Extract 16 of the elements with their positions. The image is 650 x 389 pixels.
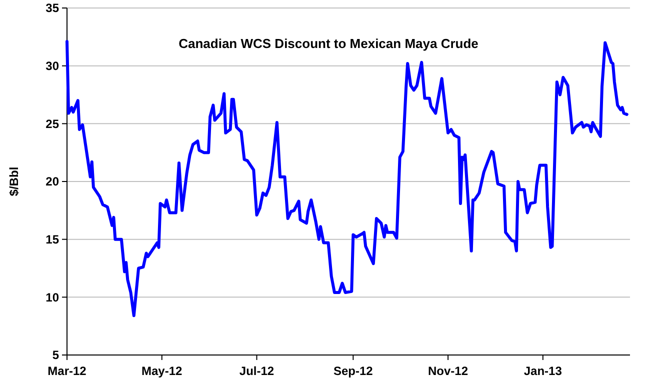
y-tick-label: 10	[46, 290, 60, 304]
x-tick-label: Nov-12	[428, 364, 468, 378]
y-tick-label: 15	[46, 232, 60, 247]
line-series	[66, 40, 628, 318]
y-tick-label: 30	[46, 59, 60, 74]
x-tick-label: Sep-12	[333, 364, 374, 378]
x-tick-label: May-12	[142, 364, 183, 378]
y-tick-label: 20	[46, 174, 60, 189]
x-tick-label: Jul-12	[239, 364, 274, 378]
y-tick-label: 35	[46, 1, 60, 16]
text: Canadian WCS Discount to Mexican Maya Crude	[178, 36, 478, 51]
x-tick-label: Mar-12	[48, 364, 87, 378]
x-tick-label: Jan-13	[524, 364, 562, 378]
y-tick-label: 25	[46, 116, 60, 131]
y-axis-title: $/Bbl	[7, 166, 21, 196]
y-tick-label: 5	[52, 348, 60, 362]
